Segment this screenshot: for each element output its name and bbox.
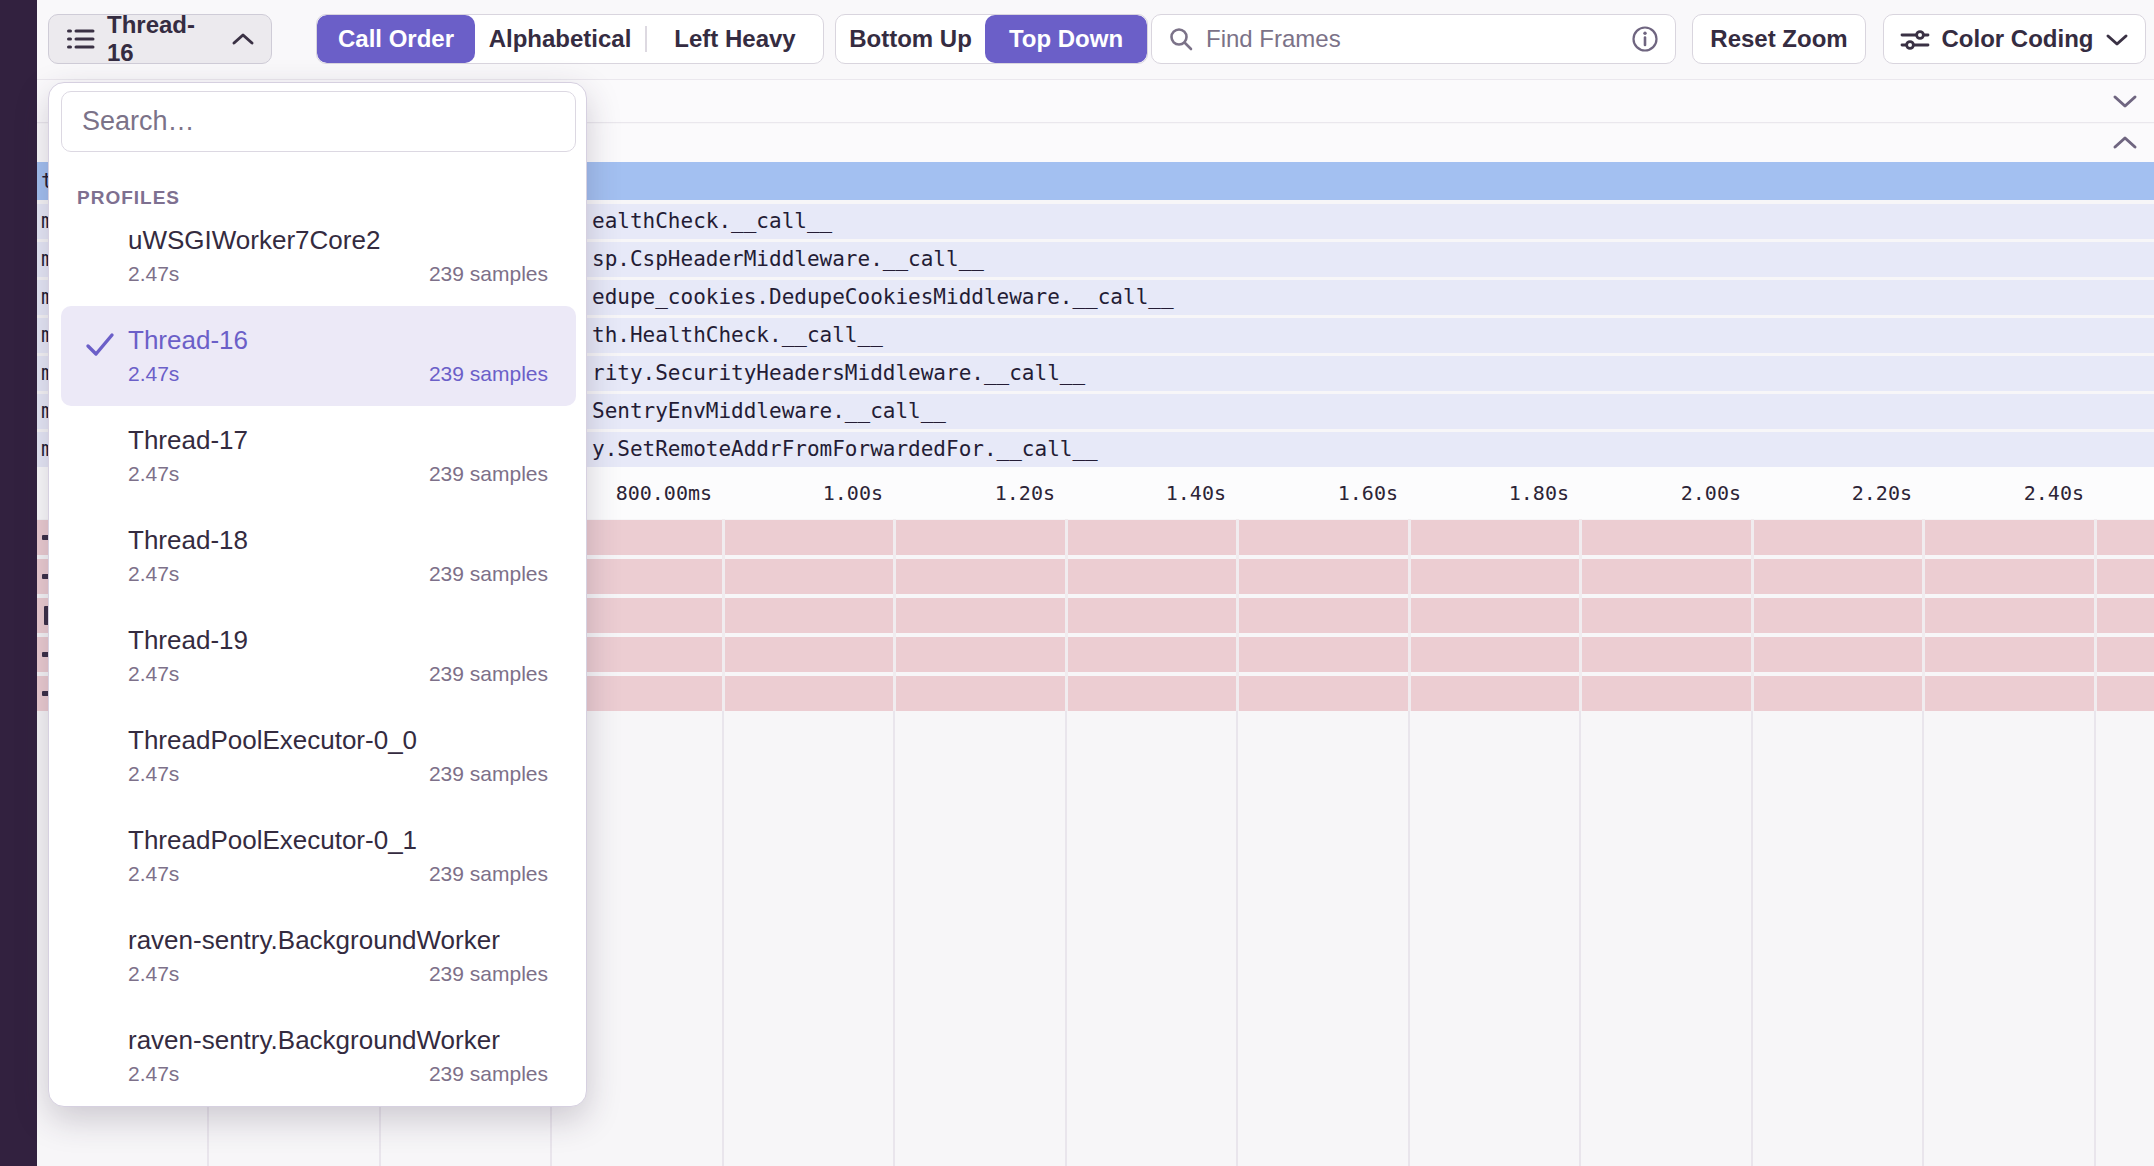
profiles-search-input[interactable] bbox=[80, 105, 557, 138]
gridline bbox=[1751, 711, 1753, 1166]
sort-call-order-button[interactable]: Call Order bbox=[317, 15, 475, 63]
sort-alphabetical-button[interactable]: Alphabetical bbox=[475, 15, 645, 63]
profile-list-item[interactable]: Thread-19 2.47s 239 samples bbox=[61, 606, 576, 706]
profiles-dropdown: PROFILES uWSGIWorker7Core2 2.47s 239 sam… bbox=[48, 82, 587, 1107]
profile-duration: 2.47s bbox=[128, 858, 179, 890]
gridline bbox=[1408, 711, 1410, 1166]
sort-call-order-label: Call Order bbox=[338, 25, 454, 53]
profile-list-item[interactable]: ThreadPoolExecutor-0_0 2.47s 239 samples bbox=[61, 706, 576, 806]
gridline bbox=[893, 711, 895, 1166]
gridline bbox=[1236, 711, 1238, 1166]
sort-left-heavy-button[interactable]: Left Heavy bbox=[647, 15, 823, 63]
time-axis-tick: 2.00s bbox=[1681, 481, 1751, 505]
profile-list-item[interactable]: Thread-16 2.47s 239 samples bbox=[61, 306, 576, 406]
reset-zoom-button[interactable]: Reset Zoom bbox=[1692, 14, 1866, 64]
frame-label: sp.CspHeaderMiddleware.__call__ bbox=[592, 247, 984, 271]
sort-alphabetical-label: Alphabetical bbox=[489, 25, 632, 53]
gridline bbox=[1922, 711, 1924, 1166]
list-icon bbox=[67, 26, 95, 52]
time-axis-tick: 2.20s bbox=[1852, 481, 1922, 505]
frame-label: rity.SecurityHeadersMiddleware.__call__ bbox=[592, 361, 1085, 385]
sliders-icon bbox=[1900, 26, 1930, 52]
profile-name: uWSGIWorker7Core2 bbox=[128, 223, 548, 258]
profile-list-item[interactable]: Thread-18 2.47s 239 samples bbox=[61, 506, 576, 606]
toolbar: Thread-16 Call Order Alphabetical Left H… bbox=[0, 0, 2154, 80]
time-axis-tick: 1.80s bbox=[1509, 481, 1579, 505]
color-coding-label: Color Coding bbox=[1942, 25, 2094, 53]
profile-list-item[interactable]: ThreadPoolExecutor-0_1 2.47s 239 samples bbox=[61, 806, 576, 906]
profile-samples: 239 samples bbox=[429, 958, 548, 990]
time-axis-tick: 1.40s bbox=[1166, 481, 1236, 505]
profile-duration: 2.47s bbox=[128, 958, 179, 990]
profile-samples: 239 samples bbox=[429, 358, 548, 390]
gridline bbox=[722, 711, 724, 1166]
thread-selector-button[interactable]: Thread-16 bbox=[48, 14, 272, 64]
gridline bbox=[1065, 711, 1067, 1166]
bottom-up-label: Bottom Up bbox=[849, 25, 972, 53]
profile-samples: 239 samples bbox=[429, 658, 548, 690]
sort-mode-segmented-control: Call Order Alphabetical Left Heavy bbox=[316, 14, 824, 64]
top-down-button[interactable]: Top Down bbox=[985, 15, 1147, 63]
profile-name: Thread-19 bbox=[128, 623, 548, 658]
profile-name: Thread-17 bbox=[128, 423, 548, 458]
frame-label: th.HealthCheck.__call__ bbox=[592, 323, 883, 347]
time-axis-tick: 1.00s bbox=[823, 481, 893, 505]
time-axis-tick: 800.00ms bbox=[616, 481, 722, 505]
profile-name: ThreadPoolExecutor-0_0 bbox=[128, 723, 548, 758]
color-coding-button[interactable]: Color Coding bbox=[1883, 14, 2146, 64]
frame-label: SentryEnvMiddleware.__call__ bbox=[592, 399, 946, 423]
collapse-flamegraph-button[interactable] bbox=[2110, 128, 2140, 158]
time-axis-tick: 2.40s bbox=[2024, 481, 2094, 505]
profile-list-item[interactable]: raven-sentry.BackgroundWorker 2.47s 239 … bbox=[61, 906, 576, 1006]
profile-duration: 2.47s bbox=[128, 458, 179, 490]
info-icon[interactable] bbox=[1631, 25, 1659, 53]
collapse-panel-button[interactable] bbox=[2110, 86, 2140, 116]
left-rail bbox=[0, 0, 37, 1166]
profile-duration: 2.47s bbox=[128, 558, 179, 590]
profile-samples: 239 samples bbox=[429, 258, 548, 290]
profile-samples: 239 samples bbox=[429, 758, 548, 790]
find-frames-search bbox=[1151, 14, 1676, 64]
chevron-up-icon bbox=[231, 32, 255, 47]
time-axis-tick: 1.60s bbox=[1338, 481, 1408, 505]
profile-name: raven-sentry.BackgroundWorker bbox=[128, 1023, 548, 1058]
profile-duration: 2.47s bbox=[128, 358, 179, 390]
frame-label: edupe_cookies.DedupeCookiesMiddleware.__… bbox=[592, 285, 1174, 309]
profile-list-item[interactable]: uWSGIWorker7Core2 2.47s 239 samples bbox=[61, 206, 576, 306]
profile-list-item[interactable]: Thread-17 2.47s 239 samples bbox=[61, 406, 576, 506]
profile-duration: 2.47s bbox=[128, 758, 179, 790]
sort-left-heavy-label: Left Heavy bbox=[674, 25, 795, 53]
direction-segmented-control: Bottom Up Top Down bbox=[835, 14, 1148, 64]
profile-list-item[interactable]: raven-sentry.BackgroundWorker 2.47s 239 … bbox=[61, 1006, 576, 1106]
frame-label: ealthCheck.__call__ bbox=[592, 209, 832, 233]
chevron-down-icon bbox=[2112, 93, 2138, 109]
reset-zoom-label: Reset Zoom bbox=[1710, 25, 1847, 53]
chevron-down-icon bbox=[2105, 32, 2129, 47]
profile-name: Thread-18 bbox=[128, 523, 548, 558]
profile-name: Thread-16 bbox=[128, 323, 548, 358]
find-frames-input[interactable] bbox=[1204, 24, 1621, 54]
profile-duration: 2.47s bbox=[128, 258, 179, 290]
frame-label: y.SetRemoteAddrFromForwardedFor.__call__ bbox=[592, 437, 1098, 461]
profile-name: raven-sentry.BackgroundWorker bbox=[128, 923, 548, 958]
thread-selector-label: Thread-16 bbox=[107, 11, 207, 67]
profile-duration: 2.47s bbox=[128, 658, 179, 690]
search-icon bbox=[1168, 26, 1194, 52]
bottom-up-button[interactable]: Bottom Up bbox=[836, 15, 985, 63]
chevron-up-icon bbox=[2112, 135, 2138, 151]
time-axis-tick: 1.20s bbox=[995, 481, 1065, 505]
profile-samples: 239 samples bbox=[429, 558, 548, 590]
profile-duration: 2.47s bbox=[128, 1058, 179, 1090]
top-down-label: Top Down bbox=[1009, 25, 1123, 53]
profiles-list: uWSGIWorker7Core2 2.47s 239 samples Thre… bbox=[61, 206, 576, 1106]
profiles-search bbox=[61, 91, 576, 152]
gridline bbox=[2094, 711, 2096, 1166]
profile-samples: 239 samples bbox=[429, 858, 548, 890]
profile-samples: 239 samples bbox=[429, 458, 548, 490]
profile-samples: 239 samples bbox=[429, 1058, 548, 1090]
check-icon bbox=[85, 332, 115, 362]
gridline bbox=[1579, 711, 1581, 1166]
profile-name: ThreadPoolExecutor-0_1 bbox=[128, 823, 548, 858]
